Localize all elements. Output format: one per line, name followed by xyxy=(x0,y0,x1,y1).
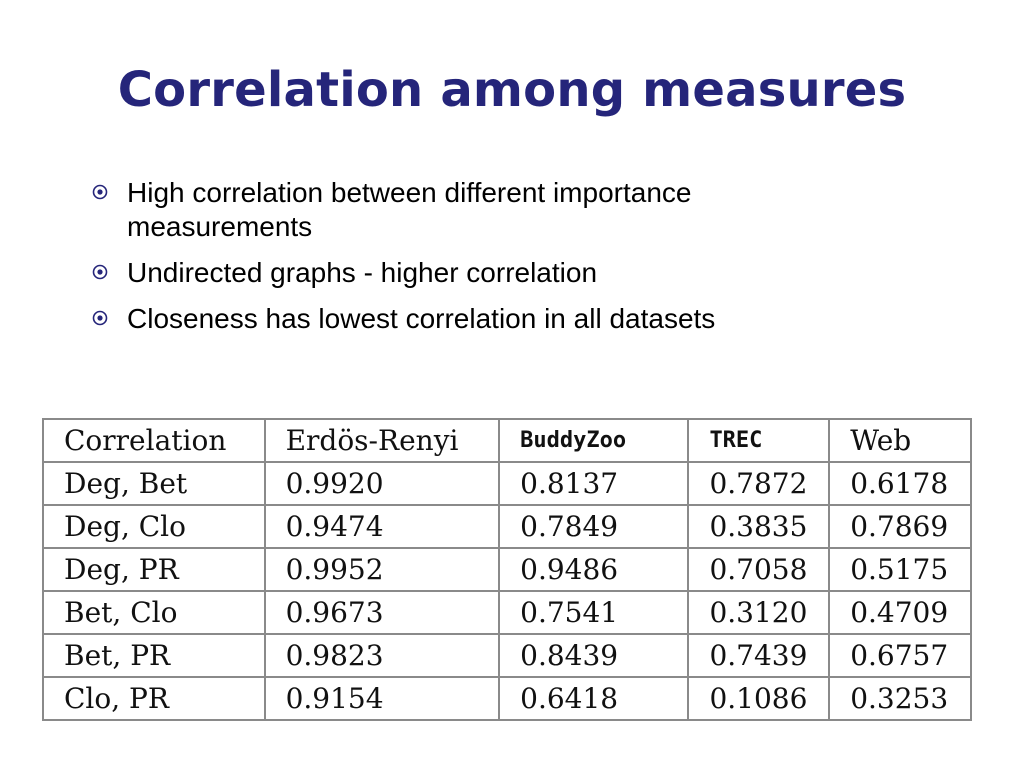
table-cell: Deg, PR xyxy=(42,547,266,592)
table-row: Deg, Clo 0.9474 0.7849 0.3835 0.7869 xyxy=(42,504,972,549)
circled-dot-icon xyxy=(92,264,108,280)
table-cell: 0.9823 xyxy=(263,633,501,678)
table-cell: 0.6178 xyxy=(828,461,972,506)
bullet-item: Closeness has lowest correlation in all … xyxy=(92,302,852,336)
table-row: Bet, Clo 0.9673 0.7541 0.3120 0.4709 xyxy=(42,590,972,635)
table-row: Bet, PR 0.9823 0.8439 0.7439 0.6757 xyxy=(42,633,972,678)
table-cell: 0.6418 xyxy=(498,676,690,721)
header-trec: TREC xyxy=(687,418,831,463)
table-cell: 0.7058 xyxy=(687,547,831,592)
table-cell: 0.4709 xyxy=(828,590,972,635)
table-cell: 0.9920 xyxy=(263,461,501,506)
table-cell: 0.7439 xyxy=(687,633,831,678)
table-cell: 0.9673 xyxy=(263,590,501,635)
bullet-item: High correlation between different impor… xyxy=(92,176,852,244)
bullet-text: High correlation between different impor… xyxy=(127,177,692,242)
table-cell: Bet, Clo xyxy=(42,590,266,635)
table-cell: Clo, PR xyxy=(42,676,266,721)
table-cell: 0.7869 xyxy=(828,504,972,549)
table-cell: 0.8137 xyxy=(498,461,690,506)
circled-dot-icon xyxy=(92,310,108,326)
correlation-table-container: Correlation Erdös-Renyi BuddyZoo TREC We… xyxy=(42,418,972,721)
table-cell: 0.3120 xyxy=(687,590,831,635)
table-cell: 0.8439 xyxy=(498,633,690,678)
table-cell: 0.9486 xyxy=(498,547,690,592)
table-cell: 0.1086 xyxy=(687,676,831,721)
table-cell: Bet, PR xyxy=(42,633,266,678)
bullet-item: Undirected graphs - higher correlation xyxy=(92,256,852,290)
table-cell: 0.7541 xyxy=(498,590,690,635)
header-correlation: Correlation xyxy=(42,418,266,463)
table-row: Deg, PR 0.9952 0.9486 0.7058 0.5175 xyxy=(42,547,972,592)
table-cell: 0.5175 xyxy=(828,547,972,592)
circled-dot-icon xyxy=(92,184,108,200)
table-cell: 0.7849 xyxy=(498,504,690,549)
table-cell: 0.3253 xyxy=(828,676,972,721)
table-cell: 0.6757 xyxy=(828,633,972,678)
bullet-text: Undirected graphs - higher correlation xyxy=(127,257,598,288)
table-row: Clo, PR 0.9154 0.6418 0.1086 0.3253 xyxy=(42,676,972,721)
correlation-table: Correlation Erdös-Renyi BuddyZoo TREC We… xyxy=(42,418,972,721)
slide-title: Correlation among measures xyxy=(117,62,907,118)
table-cell: Deg, Bet xyxy=(42,461,266,506)
bullet-text: Closeness has lowest correlation in all … xyxy=(127,303,716,334)
table-cell: 0.9154 xyxy=(263,676,501,721)
bullet-list: High correlation between different impor… xyxy=(92,176,852,348)
header-web: Web xyxy=(828,418,972,463)
table-row: Deg, Bet 0.9920 0.8137 0.7872 0.6178 xyxy=(42,461,972,506)
header-erdos-renyi: Erdös-Renyi xyxy=(263,418,501,463)
table-cell: 0.9952 xyxy=(263,547,501,592)
table-header-row: Correlation Erdös-Renyi BuddyZoo TREC We… xyxy=(42,418,972,463)
table-cell: Deg, Clo xyxy=(42,504,266,549)
table-cell: 0.3835 xyxy=(687,504,831,549)
header-buddyzoo: BuddyZoo xyxy=(498,418,690,463)
table-cell: 0.9474 xyxy=(263,504,501,549)
table-cell: 0.7872 xyxy=(687,461,831,506)
